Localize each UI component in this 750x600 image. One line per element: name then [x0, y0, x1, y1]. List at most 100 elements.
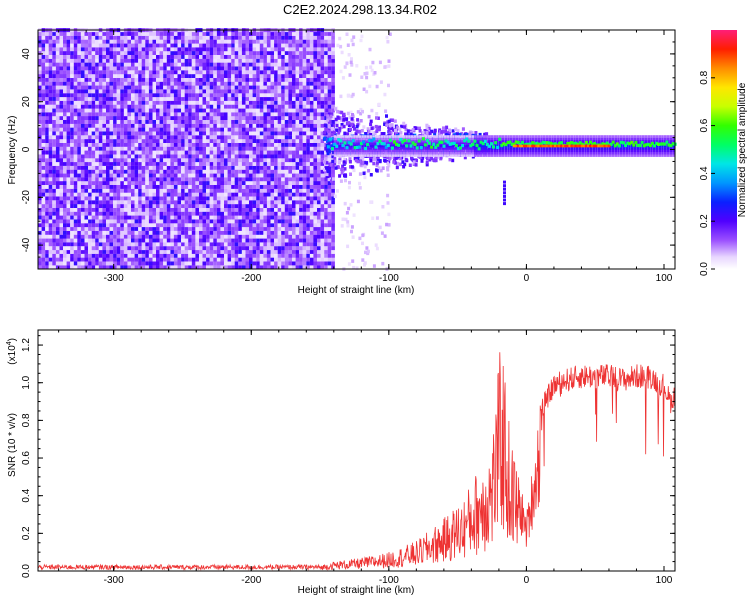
- spectrogram-cell: [116, 223, 121, 228]
- spectrogram-cell: [177, 253, 182, 258]
- spectrogram-cell: [63, 35, 67, 40]
- spectrogram-cell: [80, 253, 85, 258]
- spectrogram-cell: [188, 165, 192, 170]
- spectrogram-cell: [202, 47, 207, 52]
- spectrogram-cell: [213, 135, 217, 140]
- spectrogram-cell: [209, 154, 214, 159]
- spectrogram-cell: [55, 161, 60, 166]
- spectrogram-cell: [241, 66, 246, 71]
- spectrogram-cell: [256, 81, 260, 86]
- spectrogram-cell: [216, 265, 221, 270]
- spectrogram-cell: [306, 146, 310, 151]
- spectrogram-cell: [181, 51, 185, 55]
- spectrogram-cell: [70, 196, 74, 201]
- spectrogram-cell: [206, 177, 210, 182]
- spectrogram-cell: [73, 215, 78, 220]
- spectrogram-cell: [55, 249, 60, 254]
- spectrogram-cell: [288, 192, 292, 197]
- spectrogram-cell: [63, 211, 67, 216]
- spectrogram-cell: [241, 165, 246, 170]
- spectrogram-cell: [309, 204, 314, 208]
- spectrogram-cell: [120, 257, 124, 262]
- spectrogram-cell: [148, 177, 153, 182]
- spectrogram-cell: [38, 150, 42, 155]
- spectrogram-cell: [220, 246, 224, 251]
- spectrogram-cell: [188, 223, 192, 228]
- spectrogram-cell: [116, 100, 121, 105]
- spectrogram-cell: [123, 131, 128, 136]
- spectrogram-cell: [245, 54, 250, 59]
- spectrogram-cell: [295, 54, 300, 59]
- spectrogram-cell: [181, 181, 185, 185]
- spectrogram-cell: [245, 207, 250, 212]
- spectrogram-cell: [41, 257, 46, 262]
- spectrogram-cell: [227, 135, 232, 140]
- spectrogram-cell: [66, 188, 71, 193]
- spectrogram-cell: [55, 223, 60, 228]
- spectrogram-cell: [131, 89, 135, 94]
- spectrogram-cell: [224, 116, 228, 120]
- spectrogram-cell: [313, 246, 317, 251]
- spectrogram-cell: [131, 123, 135, 128]
- spectrogram-cell: [220, 146, 224, 151]
- spectrogram-cell: [241, 104, 246, 109]
- spectrogram-cell: [113, 238, 117, 243]
- spectrogram-cell: [116, 127, 121, 132]
- spectrogram-cell: [220, 96, 224, 101]
- spectrogram-cell: [170, 219, 174, 224]
- spectrogram-cell: [80, 261, 85, 266]
- spectrogram-cell: [152, 223, 157, 228]
- spectrogram-cell: [202, 165, 207, 170]
- spectrogram-cell: [138, 146, 142, 151]
- spectrogram-cell: [159, 265, 164, 270]
- spectrogram-cell: [123, 58, 128, 63]
- spectrogram-cell: [163, 142, 167, 147]
- spectrogram-cell: [213, 58, 217, 63]
- spectrogram-cell: [91, 234, 96, 239]
- spectrogram-cell: [159, 154, 164, 159]
- spectrogram-cell: [292, 158, 296, 163]
- spectrogram-cell: [127, 253, 131, 258]
- spectrogram-cell: [195, 123, 199, 128]
- spectrogram-cell: [184, 135, 189, 140]
- spectrogram-cell: [91, 51, 96, 55]
- spectrogram-cell: [163, 257, 167, 262]
- spectrogram-cell: [159, 119, 164, 124]
- spectrogram-cell: [181, 62, 185, 67]
- spectrogram-cell: [241, 211, 246, 216]
- spectrogram-cell: [84, 100, 89, 105]
- spectrogram-cell: [199, 207, 203, 212]
- spectrogram-cell: [102, 169, 106, 174]
- spectrogram-cell: [127, 89, 131, 94]
- spectrogram-cell: [106, 100, 110, 105]
- spectrogram-cell: [95, 104, 99, 109]
- spectrogram-cell: [195, 181, 199, 185]
- spectrogram-cell: [292, 127, 296, 132]
- spectrogram-cell: [163, 165, 167, 170]
- spectrogram-cell: [55, 119, 60, 124]
- spectrogram-cell: [277, 35, 282, 40]
- spectrogram-cell: [313, 74, 317, 78]
- spectrogram-cell: [156, 234, 160, 239]
- spectrogram-cell: [120, 39, 124, 44]
- spectrogram-cell: [138, 135, 142, 140]
- spectrogram-cell: [266, 165, 271, 170]
- spectrogram-cell: [281, 31, 285, 36]
- spectrogram-cell: [292, 249, 296, 254]
- spectrogram-cell: [266, 223, 271, 228]
- spectrogram-cell: [213, 200, 217, 205]
- spectrogram-cell: [299, 173, 303, 178]
- spectrogram-cell: [141, 66, 146, 71]
- spectrogram-cell: [295, 116, 300, 120]
- spectrogram-cell: [73, 77, 78, 82]
- spectrogram-cell: [302, 150, 307, 155]
- spectrogram-cell: [277, 246, 282, 251]
- spectrogram-cell: [238, 146, 242, 151]
- spectrogram-cell: [195, 177, 199, 182]
- spectrogram-cell: [173, 261, 178, 266]
- spectrogram-cell: [170, 85, 174, 90]
- spectrogram-cell: [256, 181, 260, 185]
- spectrogram-cell: [259, 116, 264, 120]
- spectrogram-cell: [109, 261, 114, 266]
- spectrogram-cell: [220, 108, 224, 113]
